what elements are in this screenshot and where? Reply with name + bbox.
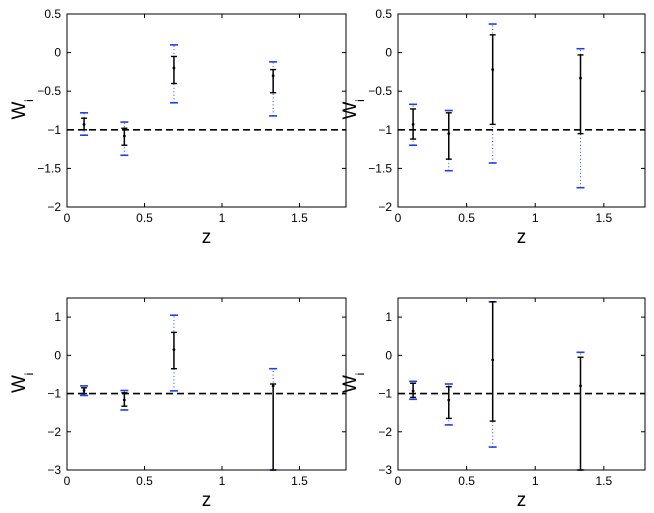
axes-box [66, 297, 347, 471]
data-point [120, 389, 129, 411]
y-axis-label: W [340, 375, 361, 393]
point-marker [122, 398, 126, 402]
axes-box [397, 297, 646, 471]
point-marker [411, 389, 415, 393]
x-tick-label: 0.5 [136, 474, 153, 488]
y-axis-label-subscript: i [22, 373, 36, 376]
point-marker [491, 358, 495, 362]
y-tick-label: 0.5 [44, 7, 61, 21]
x-tick-label: 1.5 [291, 474, 308, 488]
point-marker [447, 132, 451, 136]
y-tick-label: 0 [385, 348, 392, 362]
data-point [80, 385, 89, 397]
data-point [576, 351, 585, 471]
panel-2: 0 0.5 1 1.5 −2 −1.5 −1 −0.5 0 0.5 z Wi [340, 7, 646, 248]
y-tick-label: 0 [54, 46, 61, 60]
y-axis-label: W [9, 101, 30, 119]
point-marker [122, 134, 126, 138]
y-tick-label: −2 [47, 200, 61, 214]
point-marker [447, 398, 451, 402]
y-tick-label: −1 [47, 123, 61, 137]
y-tick-label: 0 [385, 46, 392, 60]
y-tick-label: −1 [47, 387, 61, 401]
point-marker [82, 389, 86, 392]
data-point [488, 23, 497, 164]
point-marker [579, 384, 582, 388]
x-tick-label: 1 [532, 474, 539, 488]
data-point [444, 383, 453, 426]
y-axis-label-subscript: i [22, 99, 36, 102]
y-axis-label: W [9, 375, 30, 393]
point-marker [411, 122, 415, 126]
data-point [169, 314, 178, 392]
x-axis-label: z [202, 490, 212, 511]
point-marker [82, 122, 86, 126]
x-tick-label: 1 [219, 474, 226, 488]
y-tick-label: −1 [378, 387, 392, 401]
y-tick-label: −2 [378, 200, 392, 214]
data-point [576, 47, 585, 189]
y-tick-label: −3 [47, 463, 61, 477]
data-point [169, 44, 178, 104]
data-point [488, 301, 497, 448]
x-tick-label: 1.5 [291, 211, 308, 225]
y-axis-label-subscript: i [353, 99, 367, 102]
axes-box [66, 13, 347, 208]
x-tick-label: 0.5 [458, 211, 475, 225]
axes-box [397, 13, 646, 208]
data-point [444, 109, 453, 172]
y-tick-label: 0 [54, 348, 61, 362]
data-point [269, 367, 278, 471]
x-tick-label: 0 [395, 474, 402, 488]
x-tick-label: 1 [219, 211, 226, 225]
x-tick-label: 1.5 [595, 474, 612, 488]
y-tick-label: −3 [378, 463, 392, 477]
point-marker [271, 74, 275, 78]
x-tick-label: 0 [64, 474, 71, 488]
y-tick-label: 1 [385, 310, 392, 324]
panel-1: 0 0.5 1 1.5 −2 −1.5 −1 −0.5 0 0.5 z Wi [9, 7, 347, 248]
data-point [269, 61, 278, 117]
x-tick-label: 0.5 [136, 211, 153, 225]
data-point [80, 112, 89, 137]
point-marker [579, 76, 582, 80]
y-tick-label: −0.5 [368, 84, 392, 98]
x-axis-label: z [517, 227, 527, 248]
x-tick-label: 0 [395, 211, 402, 225]
y-tick-label: −1.5 [368, 161, 392, 175]
x-tick-label: 0 [64, 211, 71, 225]
y-tick-label: −2 [47, 425, 61, 439]
x-tick-label: 0.5 [458, 474, 475, 488]
y-tick-label: 0.5 [375, 7, 392, 21]
y-tick-label: −1.5 [37, 161, 61, 175]
x-axis-label: z [517, 490, 527, 511]
data-point [409, 103, 418, 147]
x-axis-label: z [202, 227, 212, 248]
y-tick-label: −1 [378, 123, 392, 137]
point-marker [271, 384, 275, 388]
x-tick-label: 1 [532, 211, 539, 225]
data-point [120, 121, 129, 157]
point-marker [491, 68, 495, 71]
point-marker [172, 348, 176, 351]
x-tick-label: 1.5 [595, 211, 612, 225]
y-axis-label: W [340, 101, 361, 119]
data-point [409, 380, 418, 401]
y-tick-label: −0.5 [37, 84, 61, 98]
point-marker [172, 66, 176, 70]
y-tick-label: 1 [54, 310, 61, 324]
y-axis-label-subscript: i [353, 373, 367, 376]
y-tick-label: −2 [378, 425, 392, 439]
